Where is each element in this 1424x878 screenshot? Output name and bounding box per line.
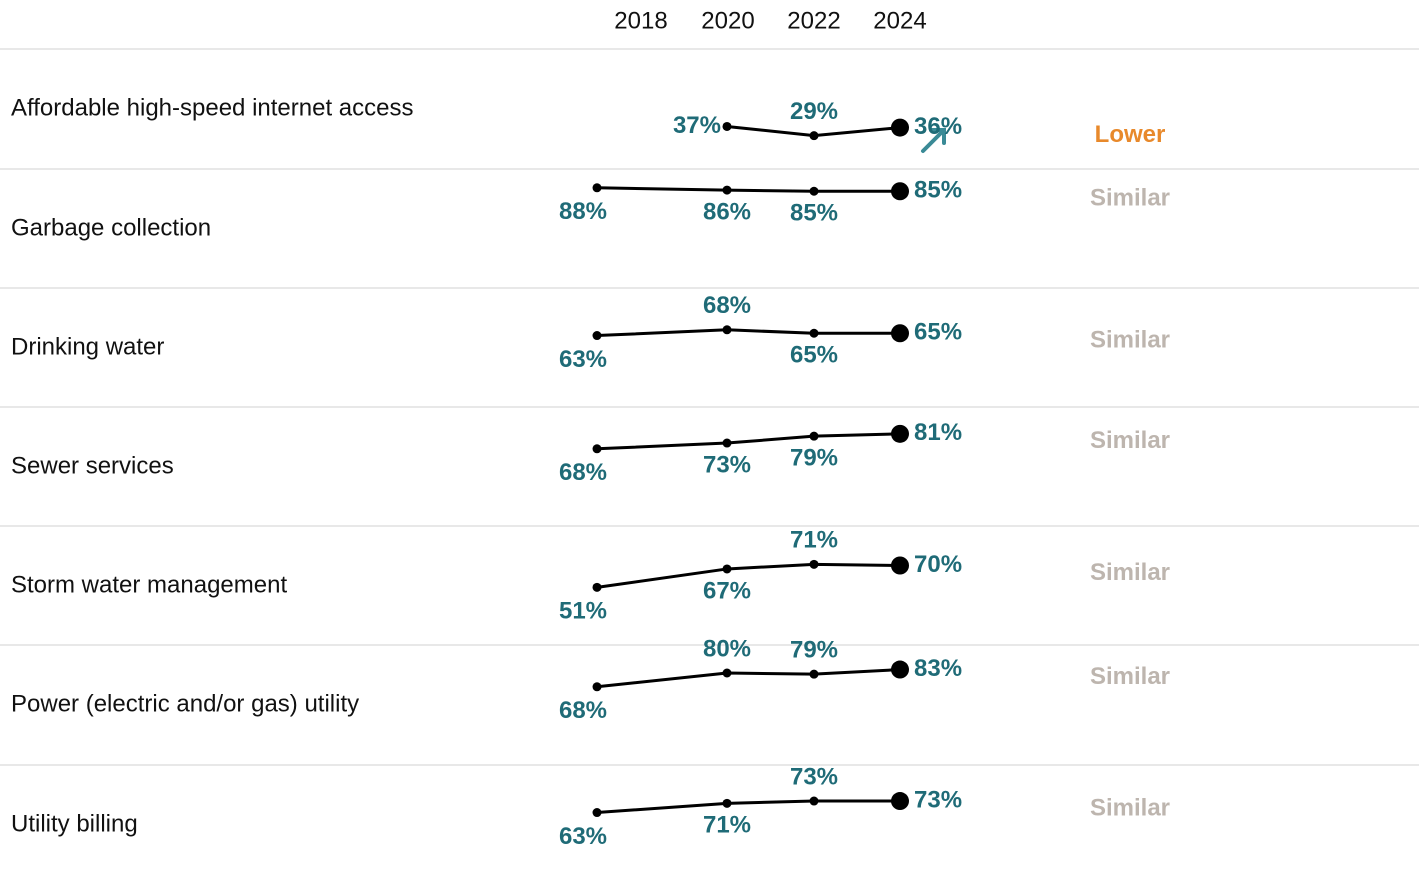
- value-label: 83%: [914, 655, 962, 682]
- value-label: 88%: [559, 198, 607, 225]
- value-label: 37%: [673, 112, 721, 139]
- comparison-label: Similar: [1090, 559, 1170, 586]
- value-label: 80%: [703, 635, 751, 662]
- point: [891, 556, 909, 575]
- value-label: 68%: [559, 459, 607, 486]
- point: [722, 798, 732, 808]
- point: [722, 564, 732, 574]
- row-label: Drinking water: [11, 333, 164, 360]
- value-label: 73%: [914, 786, 962, 813]
- row-label: Sewer services: [11, 452, 174, 479]
- point: [722, 668, 732, 678]
- row-label: Utility billing: [11, 810, 138, 837]
- point: [722, 185, 732, 195]
- trend-line: [596, 562, 901, 589]
- point: [809, 328, 819, 338]
- value-label: 71%: [790, 527, 838, 554]
- value-label: 79%: [790, 636, 838, 663]
- row-label: Storm water management: [11, 571, 287, 598]
- point: [809, 186, 819, 196]
- point: [592, 808, 602, 818]
- point: [592, 682, 602, 692]
- year-label: 2024: [873, 7, 926, 34]
- year-label: 2022: [787, 7, 840, 34]
- value-label: 63%: [559, 823, 607, 850]
- point: [592, 183, 602, 193]
- trend-line: [596, 186, 900, 193]
- trend-line: [596, 328, 900, 338]
- comparison-label: Similar: [1090, 427, 1170, 454]
- value-label: 73%: [703, 451, 751, 478]
- value-label: 65%: [914, 319, 962, 346]
- comparison-label: Similar: [1090, 794, 1170, 821]
- point: [891, 792, 909, 811]
- value-label: 65%: [790, 342, 838, 369]
- point: [809, 796, 819, 806]
- point: [891, 660, 909, 679]
- trend-arrow: [921, 128, 946, 153]
- year-label: 2020: [701, 7, 754, 34]
- row-label: Power (electric and/or gas) utility: [11, 690, 359, 717]
- point: [809, 669, 819, 679]
- point: [592, 331, 602, 341]
- comparison-label: Similar: [1090, 185, 1170, 212]
- trend-line: [596, 799, 900, 815]
- value-label: 79%: [790, 444, 838, 471]
- point: [722, 438, 732, 448]
- point: [891, 118, 909, 137]
- value-label: 36%: [914, 113, 962, 140]
- trend-line: [596, 432, 901, 451]
- point: [891, 324, 909, 343]
- comparison-label: Similar: [1090, 663, 1170, 690]
- point: [809, 131, 819, 141]
- row-label: Garbage collection: [11, 214, 211, 241]
- value-label: 85%: [790, 200, 838, 227]
- comparison-label: Similar: [1090, 327, 1170, 354]
- year-label: 2018: [614, 7, 667, 34]
- value-label: 29%: [790, 98, 838, 125]
- point: [809, 431, 819, 441]
- point: [891, 182, 909, 201]
- value-label: 51%: [559, 598, 607, 625]
- value-label: 63%: [559, 346, 607, 373]
- point: [809, 559, 819, 569]
- value-label: 70%: [914, 551, 962, 578]
- point: [592, 444, 602, 454]
- row-label: Affordable high-speed internet access: [11, 94, 413, 121]
- value-label: 68%: [559, 697, 607, 724]
- point: [722, 325, 732, 335]
- point: [891, 424, 909, 443]
- value-label: 86%: [703, 198, 751, 225]
- value-label: 71%: [703, 812, 751, 839]
- value-label: 85%: [914, 177, 962, 204]
- comparison-label: Lower: [1095, 121, 1166, 148]
- trend-line: [596, 668, 901, 689]
- point: [722, 121, 732, 131]
- value-label: 68%: [703, 292, 751, 319]
- value-label: 67%: [703, 577, 751, 604]
- point: [592, 582, 602, 592]
- value-label: 73%: [790, 763, 838, 790]
- value-label: 81%: [914, 419, 962, 446]
